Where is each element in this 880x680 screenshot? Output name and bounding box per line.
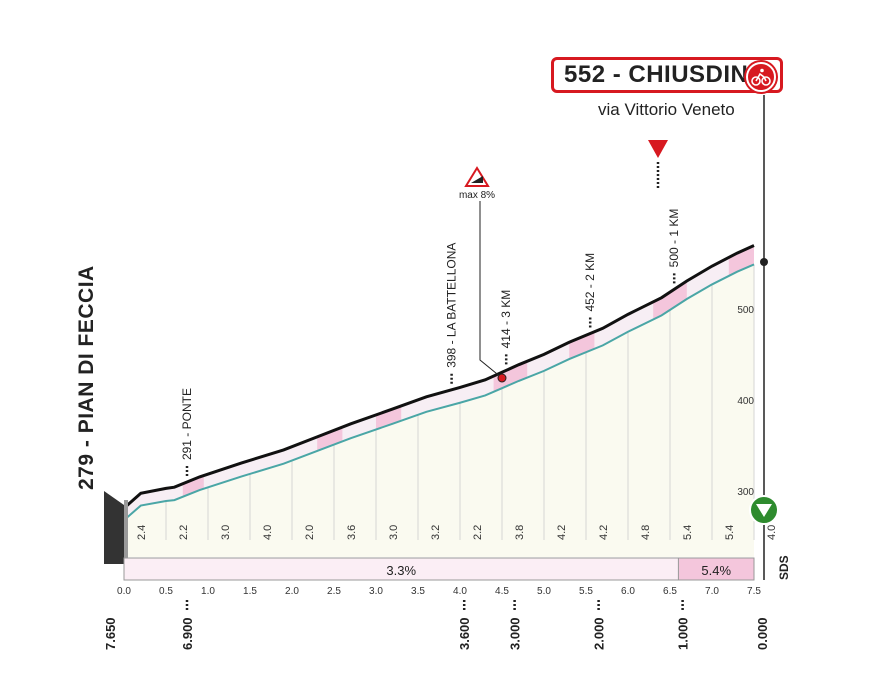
overall-grade-bar-section <box>677 557 755 581</box>
overall-grade-label: 5.4% <box>701 563 731 578</box>
max-grade-label: max 8% <box>459 190 495 201</box>
distance-to-go-label: 3.000 <box>508 617 523 650</box>
grade-band-6 <box>728 245 754 276</box>
profile-area-fill <box>124 264 754 557</box>
segment-grade-label: 2.4 <box>136 525 148 540</box>
grade-band-2 <box>376 405 402 430</box>
red-triangle-icon <box>648 140 668 158</box>
distance-to-go-label: 1.000 <box>676 617 691 650</box>
point-label: 414 - 3 KM <box>499 290 513 349</box>
grade-band-4 <box>569 331 595 360</box>
max-grade-pointer <box>479 201 503 379</box>
finish-name: 552 - CHIUSDINO <box>564 61 768 88</box>
segment-grade-label: 2.2 <box>178 525 190 540</box>
x-tick-label: 2.0 <box>285 586 299 597</box>
finish-cyclist-icon <box>746 62 776 92</box>
segment-grade-label: 4.2 <box>556 525 568 540</box>
green-arrow-glyph <box>756 504 772 517</box>
x-tick-label: 2.5 <box>327 586 341 597</box>
point-label: 291 - PONTE <box>180 388 194 460</box>
segment-grade-label: 5.4 <box>724 525 736 540</box>
profile-top-line <box>123 244 755 510</box>
x-tick-label: 7.0 <box>705 586 719 597</box>
segment-grade-label: 4.0 <box>262 525 274 540</box>
max-grade-warning-icon <box>464 166 490 187</box>
grade-band-1 <box>317 427 343 451</box>
x-tick-label: 6.5 <box>663 586 677 597</box>
finish-street: via Vittorio Veneto <box>598 100 735 119</box>
segment-grade-label: 2.0 <box>304 525 316 540</box>
point-label: 398 - LA BATTELLONA <box>445 243 459 368</box>
max-grade-ramp-glyph <box>471 176 483 183</box>
grade-band-5 <box>653 280 687 320</box>
segment-grade-label: 3.2 <box>430 525 442 540</box>
segment-grade-label: 3.0 <box>388 525 400 540</box>
distance-to-go-label: 0.000 <box>755 617 770 650</box>
finish-dot <box>760 258 768 266</box>
y-tick-label: 300 <box>737 487 754 498</box>
finish-label: 552 - CHIUSDINO <box>551 57 783 93</box>
sds-label: SDS <box>777 555 791 580</box>
segment-grade-label: 3.8 <box>514 525 526 540</box>
segment-grade-label: 3.0 <box>220 525 232 540</box>
road-line <box>123 263 755 521</box>
start-name: 279 - PIAN DI FECCIA <box>75 265 98 490</box>
x-tick-label: 5.5 <box>579 586 593 597</box>
overall-grade-bar <box>123 557 755 581</box>
x-tick-label: 4.0 <box>453 586 467 597</box>
x-tick-label: 1.5 <box>243 586 257 597</box>
x-tick-label: 5.0 <box>537 586 551 597</box>
x-tick-label: 0.0 <box>117 586 131 597</box>
grade-band-0 <box>182 475 204 497</box>
segment-grade-label: 2.2 <box>472 525 484 540</box>
x-tick-label: 3.0 <box>369 586 383 597</box>
x-tick-label: 1.0 <box>201 586 215 597</box>
max-grade-dot <box>497 373 507 383</box>
distance-to-go-label: 3.600 <box>457 617 472 650</box>
grade-band-3 <box>493 361 528 392</box>
start-block-edge <box>124 500 128 558</box>
point-label: 452 - 2 KM <box>583 253 597 312</box>
segment-grade-label: 4.0 <box>766 525 778 540</box>
distance-to-go-label: 7.650 <box>103 617 118 650</box>
segment-grade-label: 5.4 <box>682 525 694 540</box>
distance-to-go-label: 2.000 <box>592 617 607 650</box>
y-tick-label: 400 <box>737 396 754 407</box>
segment-grade-label: 4.2 <box>598 525 610 540</box>
x-tick-label: 7.5 <box>747 586 761 597</box>
overall-grade-label: 3.3% <box>386 563 416 578</box>
y-tick-label: 500 <box>737 305 754 316</box>
x-tick-label: 0.5 <box>159 586 173 597</box>
segment-grade-label: 3.6 <box>346 525 358 540</box>
distance-to-go-label: 6.900 <box>180 617 195 650</box>
segment-grade-label: 4.8 <box>640 525 652 540</box>
x-tick-label: 4.5 <box>495 586 509 597</box>
x-tick-label: 3.5 <box>411 586 425 597</box>
x-tick-label: 6.0 <box>621 586 635 597</box>
point-label: 500 - 1 KM <box>667 209 681 268</box>
start-block <box>104 491 124 564</box>
